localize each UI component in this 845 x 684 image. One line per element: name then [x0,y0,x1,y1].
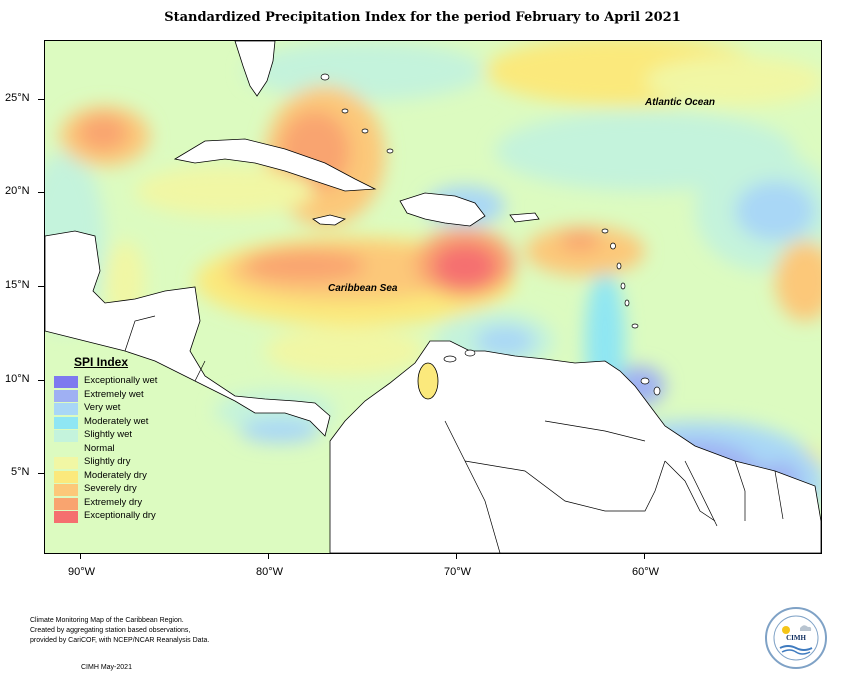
lat-label-10n: 10°N [5,373,30,385]
spi-map: Atlantic Ocean Caribbean Sea [44,40,822,554]
logo-text: CIMH [786,634,806,642]
legend-label: Exceptionally dry [84,510,156,521]
country-borders [124,315,784,553]
cimh-logo: CIMH [764,606,828,670]
cloud-icon [800,625,812,631]
credit-line: Climate Monitoring Map of the Caribbean … [30,617,184,624]
legend-label: Severely dry [84,483,137,494]
legend-label: Extremely dry [84,496,143,508]
lon-tick-mark [80,553,81,559]
legend-swatch [54,416,78,429]
lat-tick-mark [38,99,44,100]
lat-tick-mark [38,380,44,381]
lat-label-25n: 25°N [5,92,30,104]
sun-icon [782,626,790,634]
legend-label: Slightly wet [84,429,133,440]
cimh-logo-graphic: CIMH [765,607,827,669]
legend-swatch [54,457,78,469]
central-america-land [45,230,331,437]
lat-label-15n: 15°N [5,279,30,291]
map-credits: Climate Monitoring Map of the Caribbean … [30,616,209,646]
legend-swatch [54,389,78,402]
lesser-antilles [320,73,661,396]
lon-tick-mark [644,553,645,559]
lon-label-80w: 80°W [256,566,284,578]
lat-label-20n: 20°N [5,185,30,197]
legend-swatch [54,443,78,456]
legend-swatch [54,430,78,442]
lon-label-60w: 60°W [632,566,660,578]
lat-label-5n: 5°N [11,466,30,478]
legend-title: SPI Index [74,355,129,369]
legend-label: Slightly dry [84,456,131,467]
land-masses [45,41,821,553]
lon-label-90w: 90°W [68,566,96,578]
spi-map-canvas: Atlantic Ocean Caribbean Sea [45,41,821,553]
lake-maracaibo [417,362,439,400]
legend-swatch [54,497,78,510]
atlantic-ocean-label: Atlantic Ocean [644,97,715,108]
legend-label: Very wet [84,402,121,413]
lon-tick-mark [456,553,457,559]
lat-tick-mark [38,473,44,474]
caribbean-sea-label: Caribbean Sea [328,283,398,294]
puerto-rico-land [509,212,540,223]
credit-line: Created by aggregating station based obs… [30,627,191,634]
legend-swatch [54,470,78,483]
lon-label-70w: 70°W [444,566,472,578]
hispaniola-land [399,192,486,227]
legend-label: Normal [84,442,115,454]
legend-label: Moderately wet [84,415,149,427]
issue-date: CIMH May-2021 [81,664,132,671]
legend-swatch [54,403,78,415]
legend-swatch [54,376,78,388]
florida-land [234,41,276,97]
lat-tick-mark [38,286,44,287]
legend-label: Exceptionally wet [84,375,158,386]
jamaica-land [312,214,347,226]
map-title: Standardized Precipitation Index for the… [164,10,681,25]
lat-tick-mark [38,192,44,193]
cuba-land [173,138,377,192]
credit-line: provided by CariCOF, with NCEP/NCAR Rean… [30,637,210,644]
legend-swatch [54,484,78,496]
legend-label: Moderately dry [84,469,147,481]
south-america-land [329,340,821,553]
legend-swatch [54,511,78,523]
legend-label: Extremely wet [84,388,144,400]
lon-tick-mark [268,553,269,559]
